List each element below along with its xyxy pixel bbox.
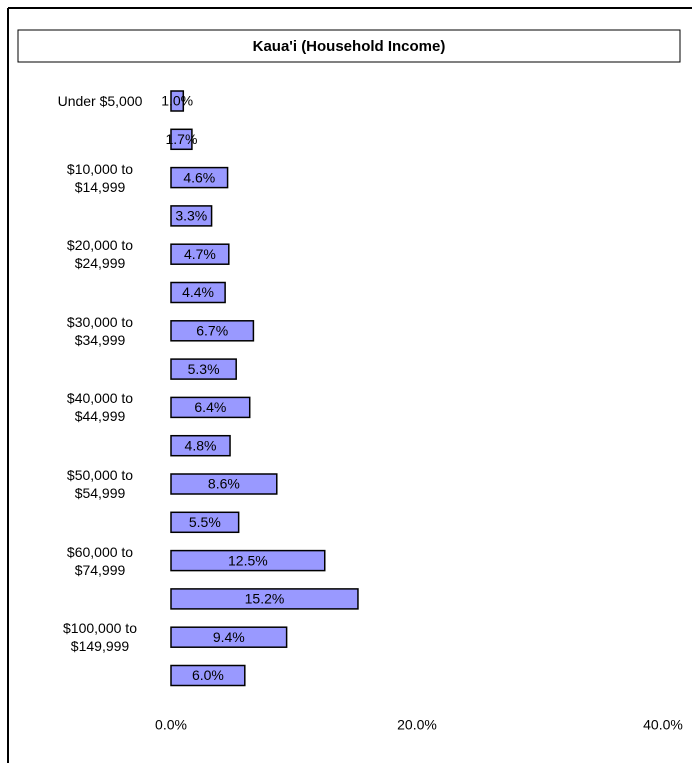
- bar: [170, 128, 193, 151]
- bar: [170, 396, 251, 419]
- value-label: 5.5%: [189, 514, 221, 530]
- value-label: 12.5%: [228, 552, 268, 568]
- value-label: 9.4%: [213, 629, 245, 645]
- bar: [170, 166, 229, 189]
- value-label: 4.6%: [183, 169, 215, 185]
- bar: [170, 243, 230, 265]
- bar: [170, 588, 359, 610]
- value-label: 5.3%: [188, 361, 220, 377]
- bar: [170, 473, 278, 495]
- title-box: [17, 29, 681, 63]
- category-label: $40,000 to $44,999: [66, 390, 134, 425]
- category-label: $60,000 to $74,999: [66, 543, 134, 578]
- value-label: 8.6%: [208, 476, 240, 492]
- bar: [170, 626, 288, 648]
- value-label: 6.4%: [194, 399, 226, 415]
- value-label: 4.4%: [182, 284, 214, 300]
- bar: [170, 434, 231, 457]
- value-label: 15.2%: [245, 591, 285, 607]
- x-tick-label: 20.0%: [397, 717, 437, 733]
- chart-title: Kaua'i (Household Income): [253, 38, 446, 55]
- bar: [170, 281, 226, 304]
- value-label: 4.8%: [185, 437, 217, 453]
- value-label: 6.0%: [192, 667, 224, 683]
- value-label: 4.7%: [184, 246, 216, 262]
- value-label: 6.7%: [196, 323, 228, 339]
- category-label: $10,000 to $14,999: [66, 160, 134, 195]
- x-tick-label: 0.0%: [155, 717, 187, 733]
- bar: [170, 549, 326, 572]
- category-label: $50,000 to $54,999: [66, 467, 134, 501]
- value-label: 3.3%: [175, 208, 207, 224]
- value-label: 1.7%: [165, 131, 197, 147]
- bar: [170, 205, 213, 227]
- category-label: $20,000 to $24,999: [66, 237, 134, 272]
- category-label: $100,000 to $149,999: [63, 620, 137, 655]
- category-label: $30,000 to $34,999: [66, 313, 134, 348]
- bar: [170, 664, 246, 687]
- bar: [170, 320, 255, 342]
- bar: [170, 358, 237, 380]
- bar: [170, 511, 240, 534]
- category-label: Under $5,000: [57, 93, 143, 109]
- value-label: 1.0%: [161, 93, 193, 109]
- bar: [170, 90, 185, 112]
- x-tick-label: 40.0%: [643, 717, 683, 733]
